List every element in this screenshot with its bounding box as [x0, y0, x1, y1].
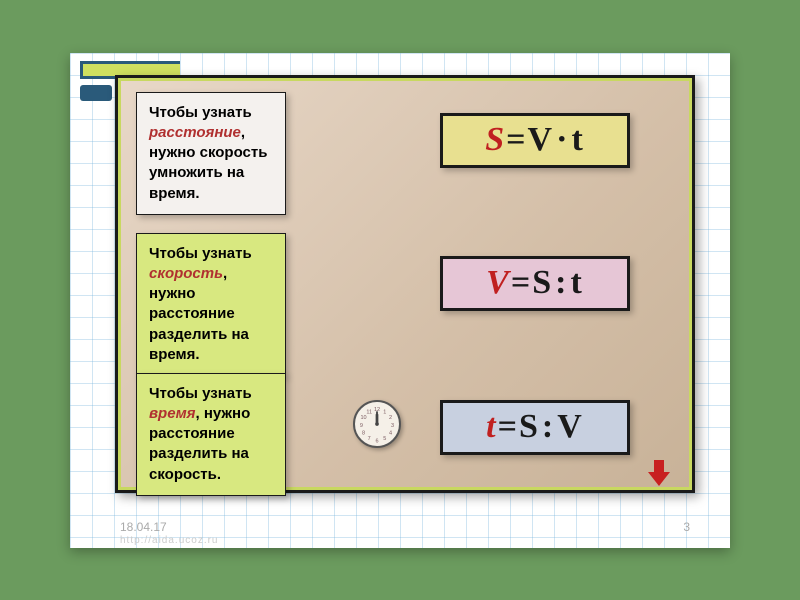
svg-text:6: 6 [375, 438, 378, 444]
arrow-down-icon [648, 460, 670, 486]
svg-text:4: 4 [389, 430, 392, 436]
formula-a: S [519, 408, 540, 445]
svg-text:8: 8 [362, 430, 365, 436]
rule-prefix: Чтобы узнать [149, 245, 252, 262]
rule-keyword: время [149, 405, 196, 422]
svg-text:5: 5 [383, 436, 386, 442]
rule-box: Чтобы узнать скорость, нужно расстояние … [136, 233, 286, 377]
formula-lhs: V [486, 264, 511, 302]
rule-keyword: скорость [149, 265, 223, 282]
rule-prefix: Чтобы узнать [149, 104, 252, 121]
formula-b: V [557, 408, 584, 445]
formula-sym: : [540, 408, 557, 445]
svg-text:9: 9 [360, 422, 363, 428]
formula-eq: = [498, 408, 519, 445]
svg-text:2: 2 [389, 414, 392, 420]
rule-keyword: расстояние [149, 124, 241, 141]
rule-box: Чтобы узнать время, нужно расстояние раз… [136, 373, 286, 496]
formula-lhs: t [486, 408, 497, 446]
rule-prefix: Чтобы узнать [149, 385, 252, 402]
formula-sym: : [553, 264, 570, 301]
formula-a: V [528, 121, 555, 158]
formula-eq: = [511, 264, 532, 301]
formula-rhs: =S:V [498, 408, 584, 446]
footer-page-number: 3 [683, 520, 690, 534]
formula-b: t [571, 121, 584, 158]
svg-text:7: 7 [368, 436, 371, 442]
svg-text:1: 1 [383, 409, 386, 415]
rule-box: Чтобы узнать расстояние, нужно скорость … [136, 92, 286, 215]
footer-date: 18.04.17 [120, 520, 167, 534]
formula-box: t=S:V [440, 400, 630, 455]
footer-url: http://aida.ucoz.ru [120, 535, 219, 546]
formula-a: S [532, 264, 553, 301]
slide-frame: Чтобы узнать расстояние, нужно скорость … [70, 53, 730, 548]
formula-b: t [570, 264, 583, 301]
svg-text:10: 10 [360, 414, 366, 420]
formula-box: V=S:t [440, 256, 630, 311]
svg-text:3: 3 [391, 422, 394, 428]
formula-rhs: =V·t [506, 121, 585, 159]
content-board: Чтобы узнать расстояние, нужно скорость … [115, 75, 695, 493]
formula-sym: · [554, 121, 571, 158]
formula-lhs: S [485, 121, 506, 159]
clock-icon: 123456789101112 [353, 400, 401, 448]
svg-text:11: 11 [366, 409, 372, 415]
formula-eq: = [506, 121, 527, 158]
formula-rhs: =S:t [511, 264, 584, 302]
decoration-block [80, 85, 112, 101]
formula-box: S=V·t [440, 113, 630, 168]
